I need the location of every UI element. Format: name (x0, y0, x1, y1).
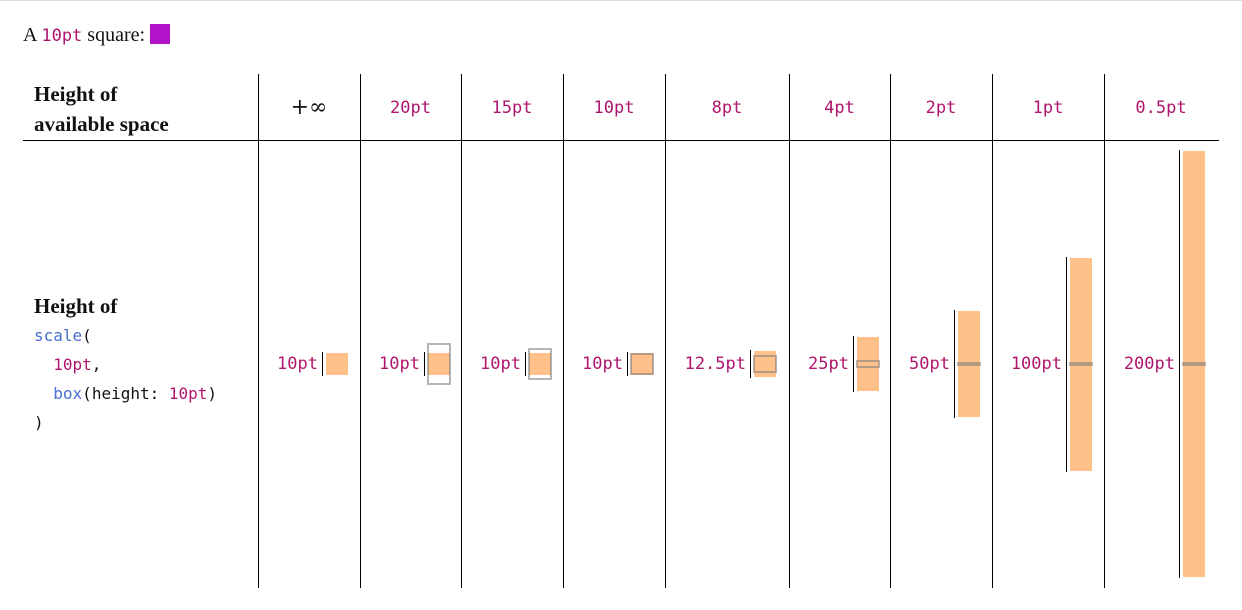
column-divider-0 (258, 74, 259, 588)
result-label-1: 10pt (379, 354, 420, 374)
result-label-8: 200pt (1123, 354, 1175, 374)
column-divider-1 (360, 74, 361, 588)
baseline-marker-5 (853, 336, 854, 392)
available-space-outline-8 (1182, 362, 1206, 366)
available-space-outline-3 (630, 353, 654, 375)
code-box-open: ( (82, 384, 92, 403)
top-border (0, 0, 1242, 1)
result-label-3: 10pt (582, 354, 623, 374)
code-close-paren: ) (34, 413, 44, 432)
code-arg-1: 10pt (53, 355, 92, 374)
column-header-2: 15pt (491, 98, 533, 118)
code-box-fn: box (53, 384, 83, 403)
baseline-marker-2 (525, 352, 526, 376)
available-space-outline-5 (856, 359, 880, 369)
column-divider-7 (992, 74, 993, 588)
baseline-marker-7 (1066, 256, 1067, 472)
row-label: Height of scale( 10pt, box(height: 10pt)… (34, 291, 217, 437)
intro-text-before: A (23, 24, 37, 46)
baseline-marker-4 (750, 349, 751, 379)
available-space-outline-7 (1069, 362, 1093, 366)
header-row-label: Height of available space (34, 79, 169, 139)
code-snippet: scale( 10pt, box(height: 10pt) ) (34, 321, 217, 437)
scaled-box-0 (326, 353, 348, 375)
code-scale-fn: scale (34, 326, 83, 345)
column-header-7: 1pt (1032, 98, 1064, 118)
header-label-line-1: Height of (34, 82, 118, 106)
intro-code: 10pt (41, 26, 83, 46)
baseline-marker-1 (424, 352, 425, 376)
result-label-5: 25pt (808, 354, 849, 374)
code-box-value: 10pt (168, 384, 208, 403)
baseline-marker-6 (954, 309, 955, 419)
baseline-marker-8 (1179, 150, 1180, 578)
result-label-7: 100pt (1010, 354, 1062, 374)
available-space-outline-6 (957, 361, 981, 367)
column-header-6: 2pt (925, 98, 957, 118)
column-divider-2 (461, 74, 462, 588)
result-label-0: 10pt (277, 354, 318, 374)
code-box-param: height: (91, 384, 169, 403)
result-label-6: 50pt (909, 354, 950, 374)
scaled-box-2 (529, 353, 551, 375)
code-comma: , (91, 355, 102, 374)
baseline-marker-3 (627, 352, 628, 376)
baseline-marker-0 (322, 352, 323, 376)
available-space-outline-4 (753, 355, 777, 373)
header-label-line-2: available space (34, 112, 169, 136)
code-box-close: ) (207, 384, 218, 403)
column-header-1: 20pt (390, 98, 431, 118)
scaled-box-3 (631, 353, 653, 375)
column-header-3: 10pt (593, 98, 635, 118)
result-label-4: 12.5pt (684, 354, 746, 374)
column-divider-8 (1104, 74, 1105, 588)
column-divider-4 (665, 74, 666, 588)
column-divider-5 (789, 74, 790, 588)
intro-line: A 10pt square: (23, 22, 171, 48)
column-divider-6 (890, 74, 891, 588)
result-label-2: 10pt (480, 354, 521, 374)
code-open-paren: ( (82, 326, 92, 345)
row-label-title: Height of (34, 294, 118, 318)
available-space-outline-1 (427, 342, 451, 386)
column-header-4: 8pt (711, 98, 743, 118)
scaled-box-1 (428, 353, 450, 375)
purple-square-swatch (150, 24, 171, 44)
column-divider-3 (563, 74, 564, 588)
header-separator (23, 140, 1219, 141)
intro-text-after: square: (87, 24, 146, 46)
column-header-8: 0.5pt (1135, 98, 1187, 118)
scaled-box-5 (857, 337, 879, 391)
available-space-outline-2 (528, 348, 552, 380)
column-header-0: +∞ (290, 95, 328, 120)
column-header-5: 4pt (824, 98, 855, 118)
